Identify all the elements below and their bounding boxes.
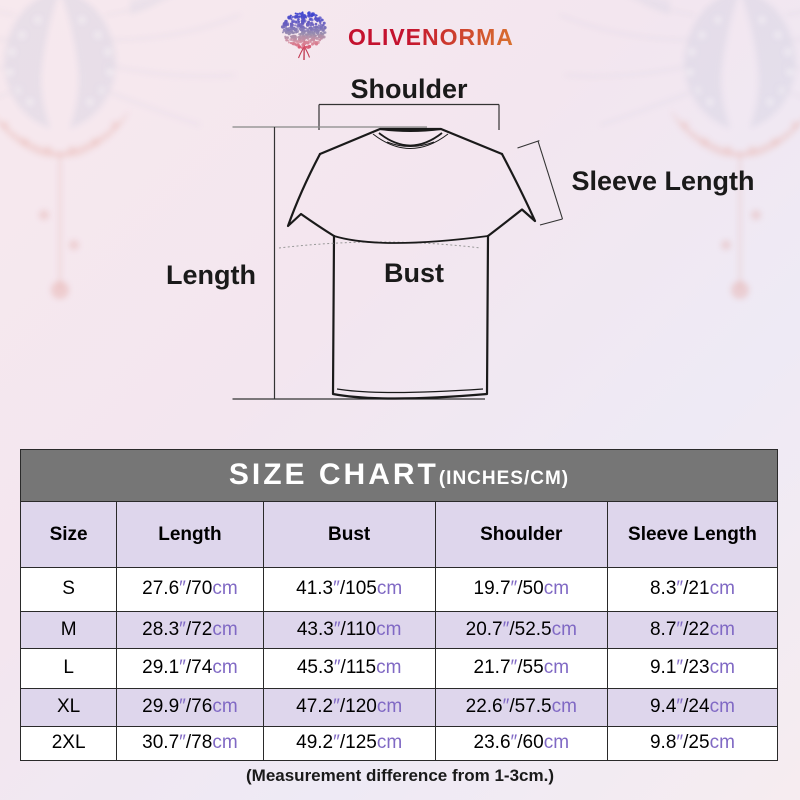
svg-text:Sleeve Length: Sleeve Length — [571, 166, 754, 196]
svg-text:Bust: Bust — [384, 258, 444, 288]
svg-text:Length: Length — [166, 260, 256, 290]
svg-text:Shoulder: Shoulder — [350, 74, 467, 104]
